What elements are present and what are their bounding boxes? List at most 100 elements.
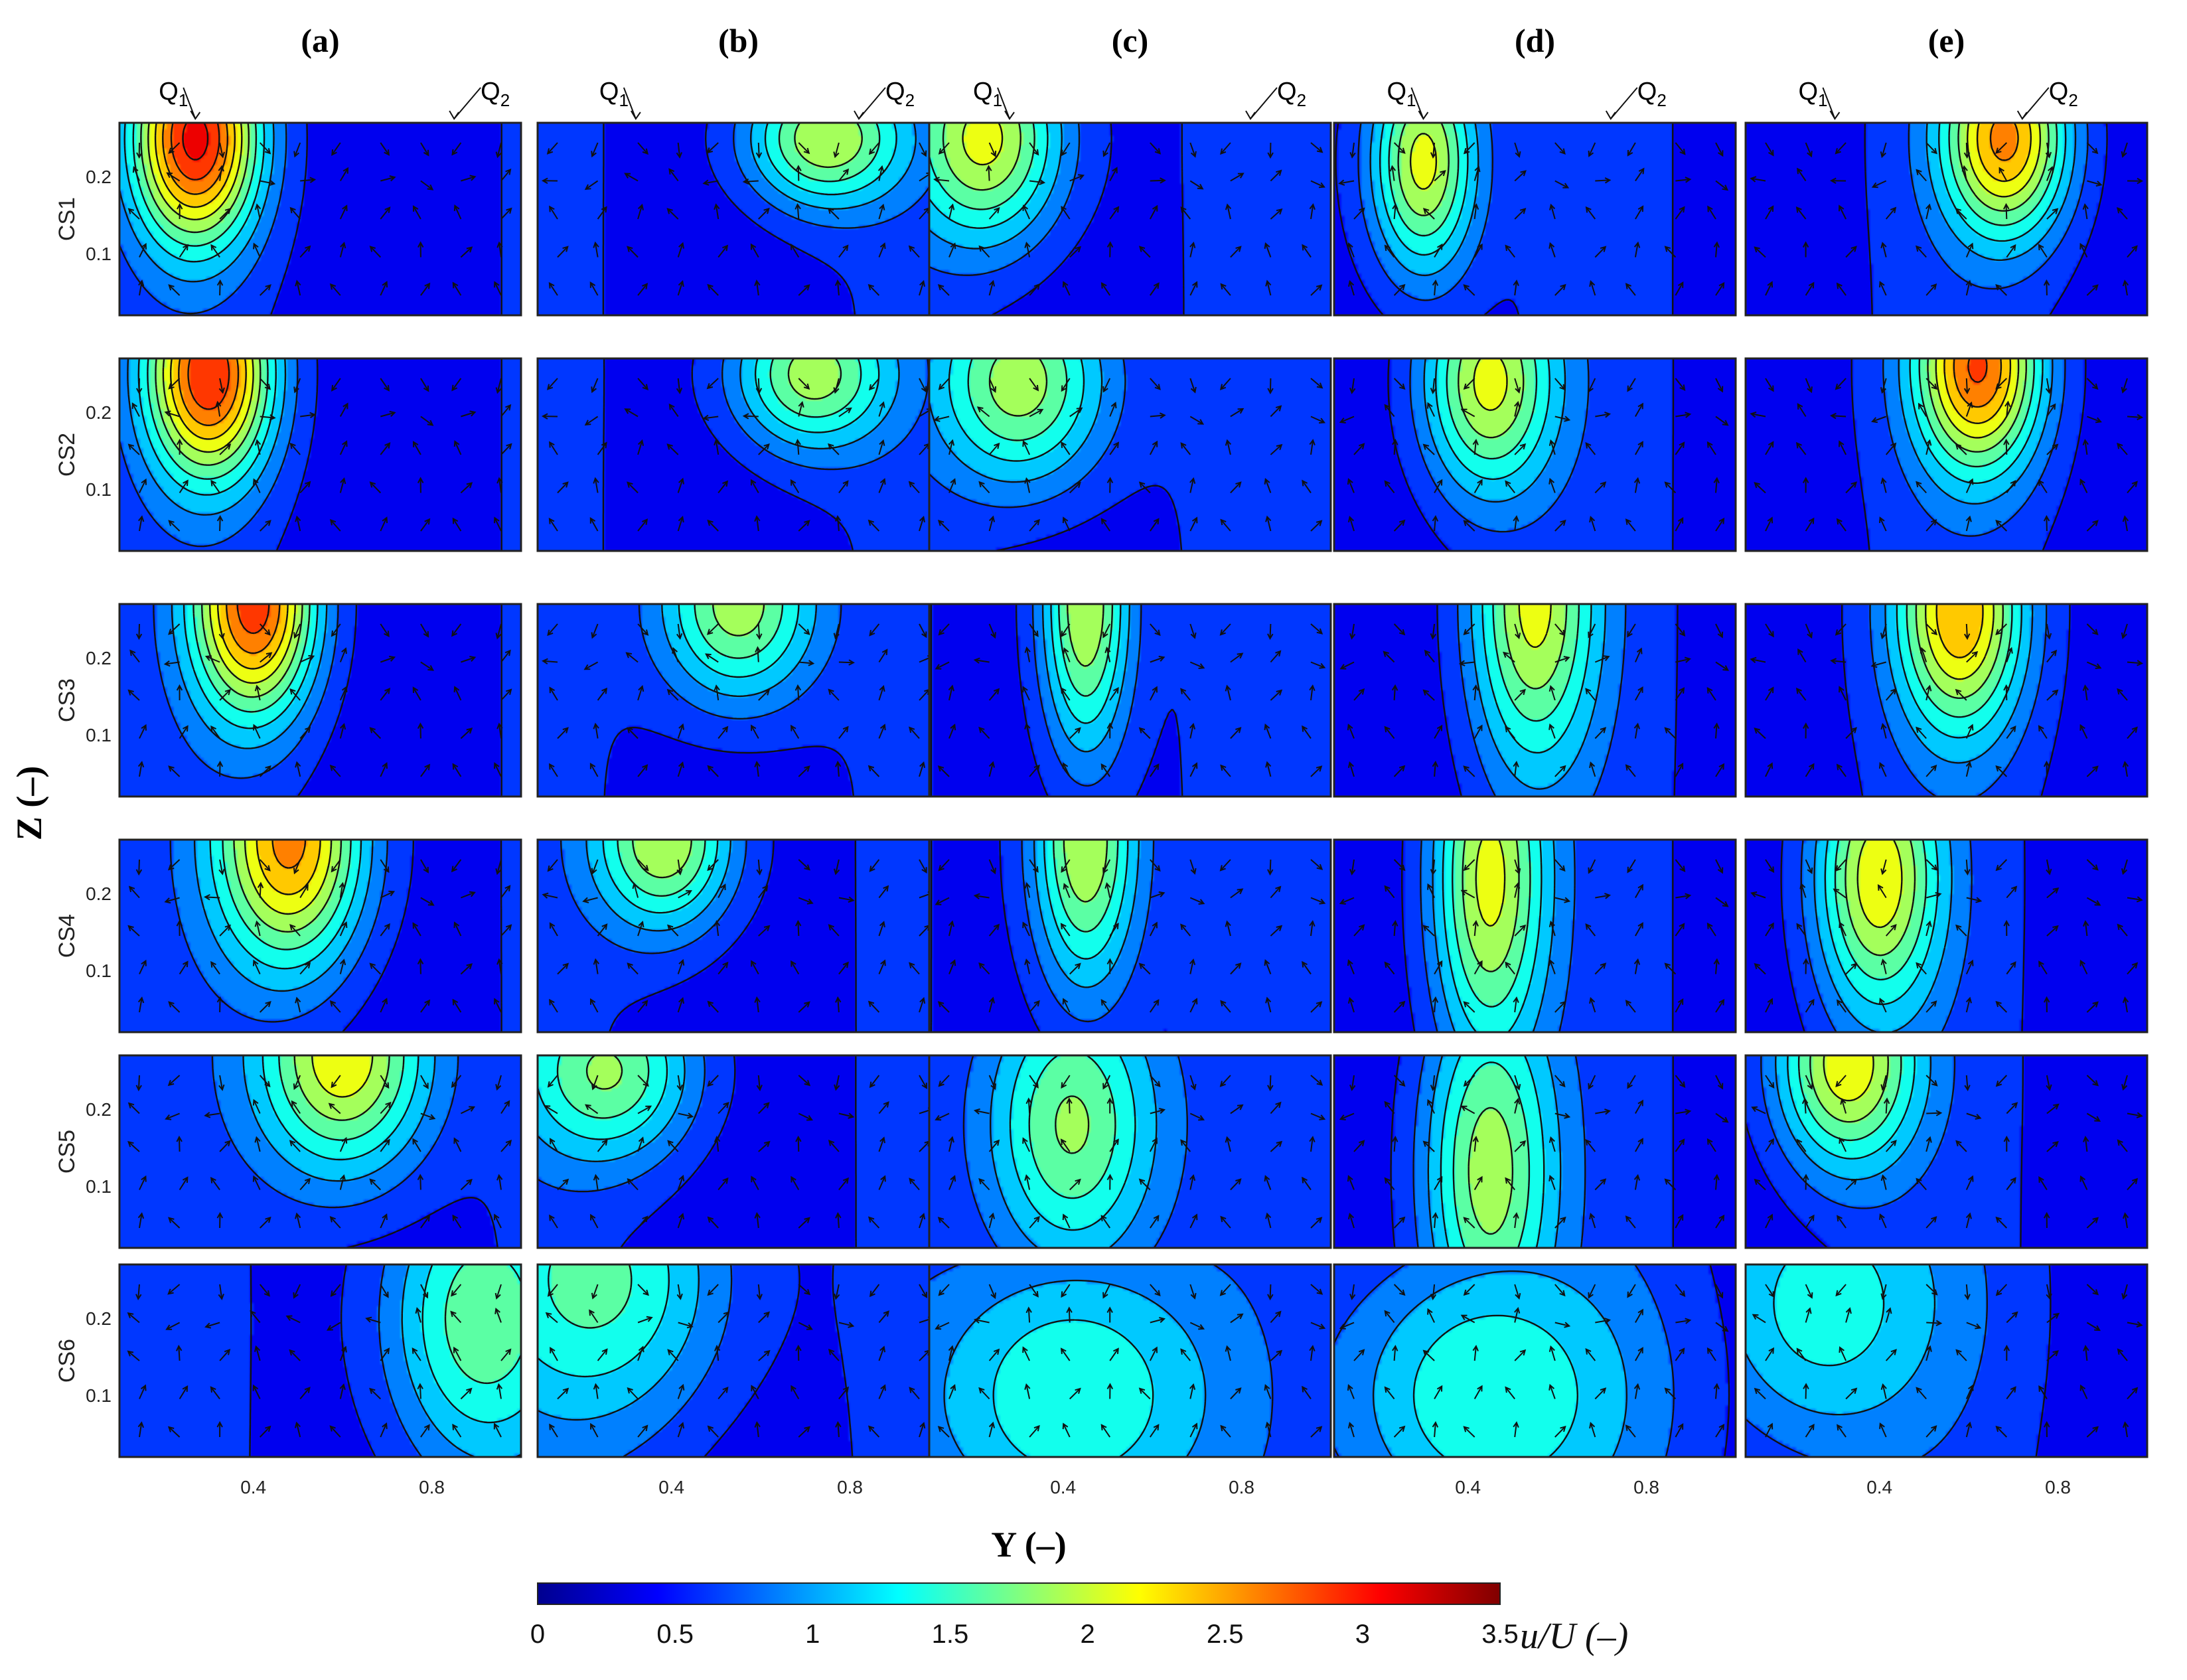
panel-d-cs1 (1334, 123, 1736, 315)
panel-a-cs1 (119, 123, 521, 315)
panel-e-cs3 (1746, 604, 2147, 797)
x-axis-title: Y (–) (991, 1525, 1066, 1565)
column-label: (e) (1928, 22, 1965, 59)
y-tick-label: 0.1 (86, 244, 112, 264)
column-label: (c) (1112, 22, 1149, 59)
x-tick-label: 0.8 (1229, 1477, 1254, 1497)
x-tick-label: 0.8 (837, 1477, 863, 1497)
inlet-label: Q1 (973, 78, 1002, 110)
panel-b-cs2 (538, 358, 939, 551)
panel-a-cs4 (119, 840, 521, 1032)
inlet-arrowhead (1418, 111, 1428, 119)
row-label: CS4 (54, 914, 80, 958)
vector-arrow (1270, 378, 1271, 393)
panel-b-cs1 (538, 123, 939, 315)
inlet-arrowhead (1246, 111, 1255, 119)
inlet-label: Q1 (159, 78, 188, 110)
vector-arrow (1270, 624, 1271, 639)
vector-arrow (839, 662, 854, 663)
panel-a-cs2 (119, 358, 521, 551)
inlet-label: Q2 (885, 78, 915, 110)
panel-e-cs1 (1746, 123, 2147, 315)
row-label: CS6 (54, 1339, 80, 1383)
vector-arrow (420, 1176, 421, 1190)
panel-e-cs2 (1746, 358, 2147, 551)
panel-a-cs3 (119, 604, 521, 797)
y-tick-label: 0.1 (86, 960, 112, 981)
inlet-label: Q1 (1387, 78, 1416, 110)
panel-d-cs5 (1334, 1055, 1736, 1248)
x-tick-label: 0.4 (1866, 1477, 1892, 1497)
colorbar-tick-label: 2 (1080, 1620, 1094, 1649)
panel-c-cs2 (929, 358, 1331, 551)
inlet-label: Q2 (2049, 78, 2078, 110)
panel-c-cs3 (929, 604, 1331, 797)
row-label: CS5 (54, 1130, 80, 1174)
y-tick-label: 0.2 (86, 648, 112, 668)
vector-arrow (2046, 281, 2047, 295)
inlet-label: Q2 (481, 78, 510, 110)
y-tick-label: 0.2 (86, 402, 112, 423)
vector-arrow (179, 1137, 180, 1152)
y-tick-label: 0.2 (86, 1099, 112, 1120)
column-label: (a) (301, 22, 339, 59)
vector-arrow (798, 1346, 799, 1361)
column-label: (b) (718, 22, 759, 59)
panel-e-cs4 (1746, 840, 2147, 1032)
vector-arrow (420, 724, 421, 739)
row-label: CS3 (54, 678, 80, 722)
panel-grid (119, 123, 2147, 1457)
inlet-arrowhead (1830, 111, 1839, 119)
vector-arrow (420, 960, 421, 974)
colorbar-tick-label: 3.5 (1481, 1620, 1519, 1649)
vector-arrow (1270, 1075, 1271, 1090)
vector-arrow (2006, 440, 2007, 455)
inlet-arrowhead (449, 111, 459, 119)
vector-arrow (744, 416, 759, 417)
vector-arrow (1270, 860, 1271, 874)
y-tick-label: 0.1 (86, 1176, 112, 1197)
inlet-arrowhead (2018, 111, 2027, 119)
panel-e-cs6 (1746, 1264, 2147, 1457)
row-label: CS1 (54, 197, 80, 241)
panel-c-cs4 (929, 840, 1331, 1032)
inlet-arrowhead (1606, 111, 1616, 119)
panel-d-cs2 (1334, 358, 1736, 551)
x-tick-label: 0.4 (1455, 1477, 1481, 1497)
panel-c-cs1 (929, 123, 1331, 315)
y-tick-label: 0.2 (86, 883, 112, 904)
panel-d-cs4 (1334, 840, 1736, 1032)
y-tick-label: 0.1 (86, 479, 112, 500)
colorbar-title: u/U (–) (1520, 1616, 1628, 1657)
x-tick-label: 0.4 (1050, 1477, 1076, 1497)
vector-arrow (1069, 1308, 1070, 1323)
y-tick-label: 0.1 (86, 1385, 112, 1406)
x-tick-label: 0.4 (658, 1477, 684, 1497)
panel-a-cs5 (119, 1055, 521, 1248)
colorbar-tick-label: 1.5 (932, 1620, 969, 1649)
row-label: CS2 (54, 433, 80, 477)
vector-arrow (798, 1137, 799, 1152)
colorbar-tick-label: 2.5 (1207, 1620, 1244, 1649)
vector-arrow (2046, 516, 2047, 531)
inlet-label: Q1 (599, 78, 629, 110)
inlet-arrowhead (190, 111, 200, 119)
inlet-label: Q1 (1798, 78, 1827, 110)
x-tick-label: 0.8 (419, 1477, 445, 1497)
panel-e-cs5 (1746, 1055, 2147, 1248)
vector-arrow (1806, 1385, 1807, 1399)
vector-arrow (1270, 1284, 1271, 1299)
x-tick-label: 0.8 (2045, 1477, 2071, 1497)
column-label: (d) (1515, 22, 1555, 59)
y-tick-label: 0.2 (86, 1308, 112, 1329)
panel-c-cs5 (929, 1055, 1331, 1248)
panel-d-cs3 (1334, 604, 1736, 797)
panel-b-cs3 (538, 604, 939, 797)
x-tick-label: 0.4 (240, 1477, 266, 1497)
y-tick-label: 0.1 (86, 725, 112, 745)
colorbar-tick-label: 3 (1355, 1620, 1370, 1649)
panel-d-cs6 (1334, 1264, 1736, 1457)
